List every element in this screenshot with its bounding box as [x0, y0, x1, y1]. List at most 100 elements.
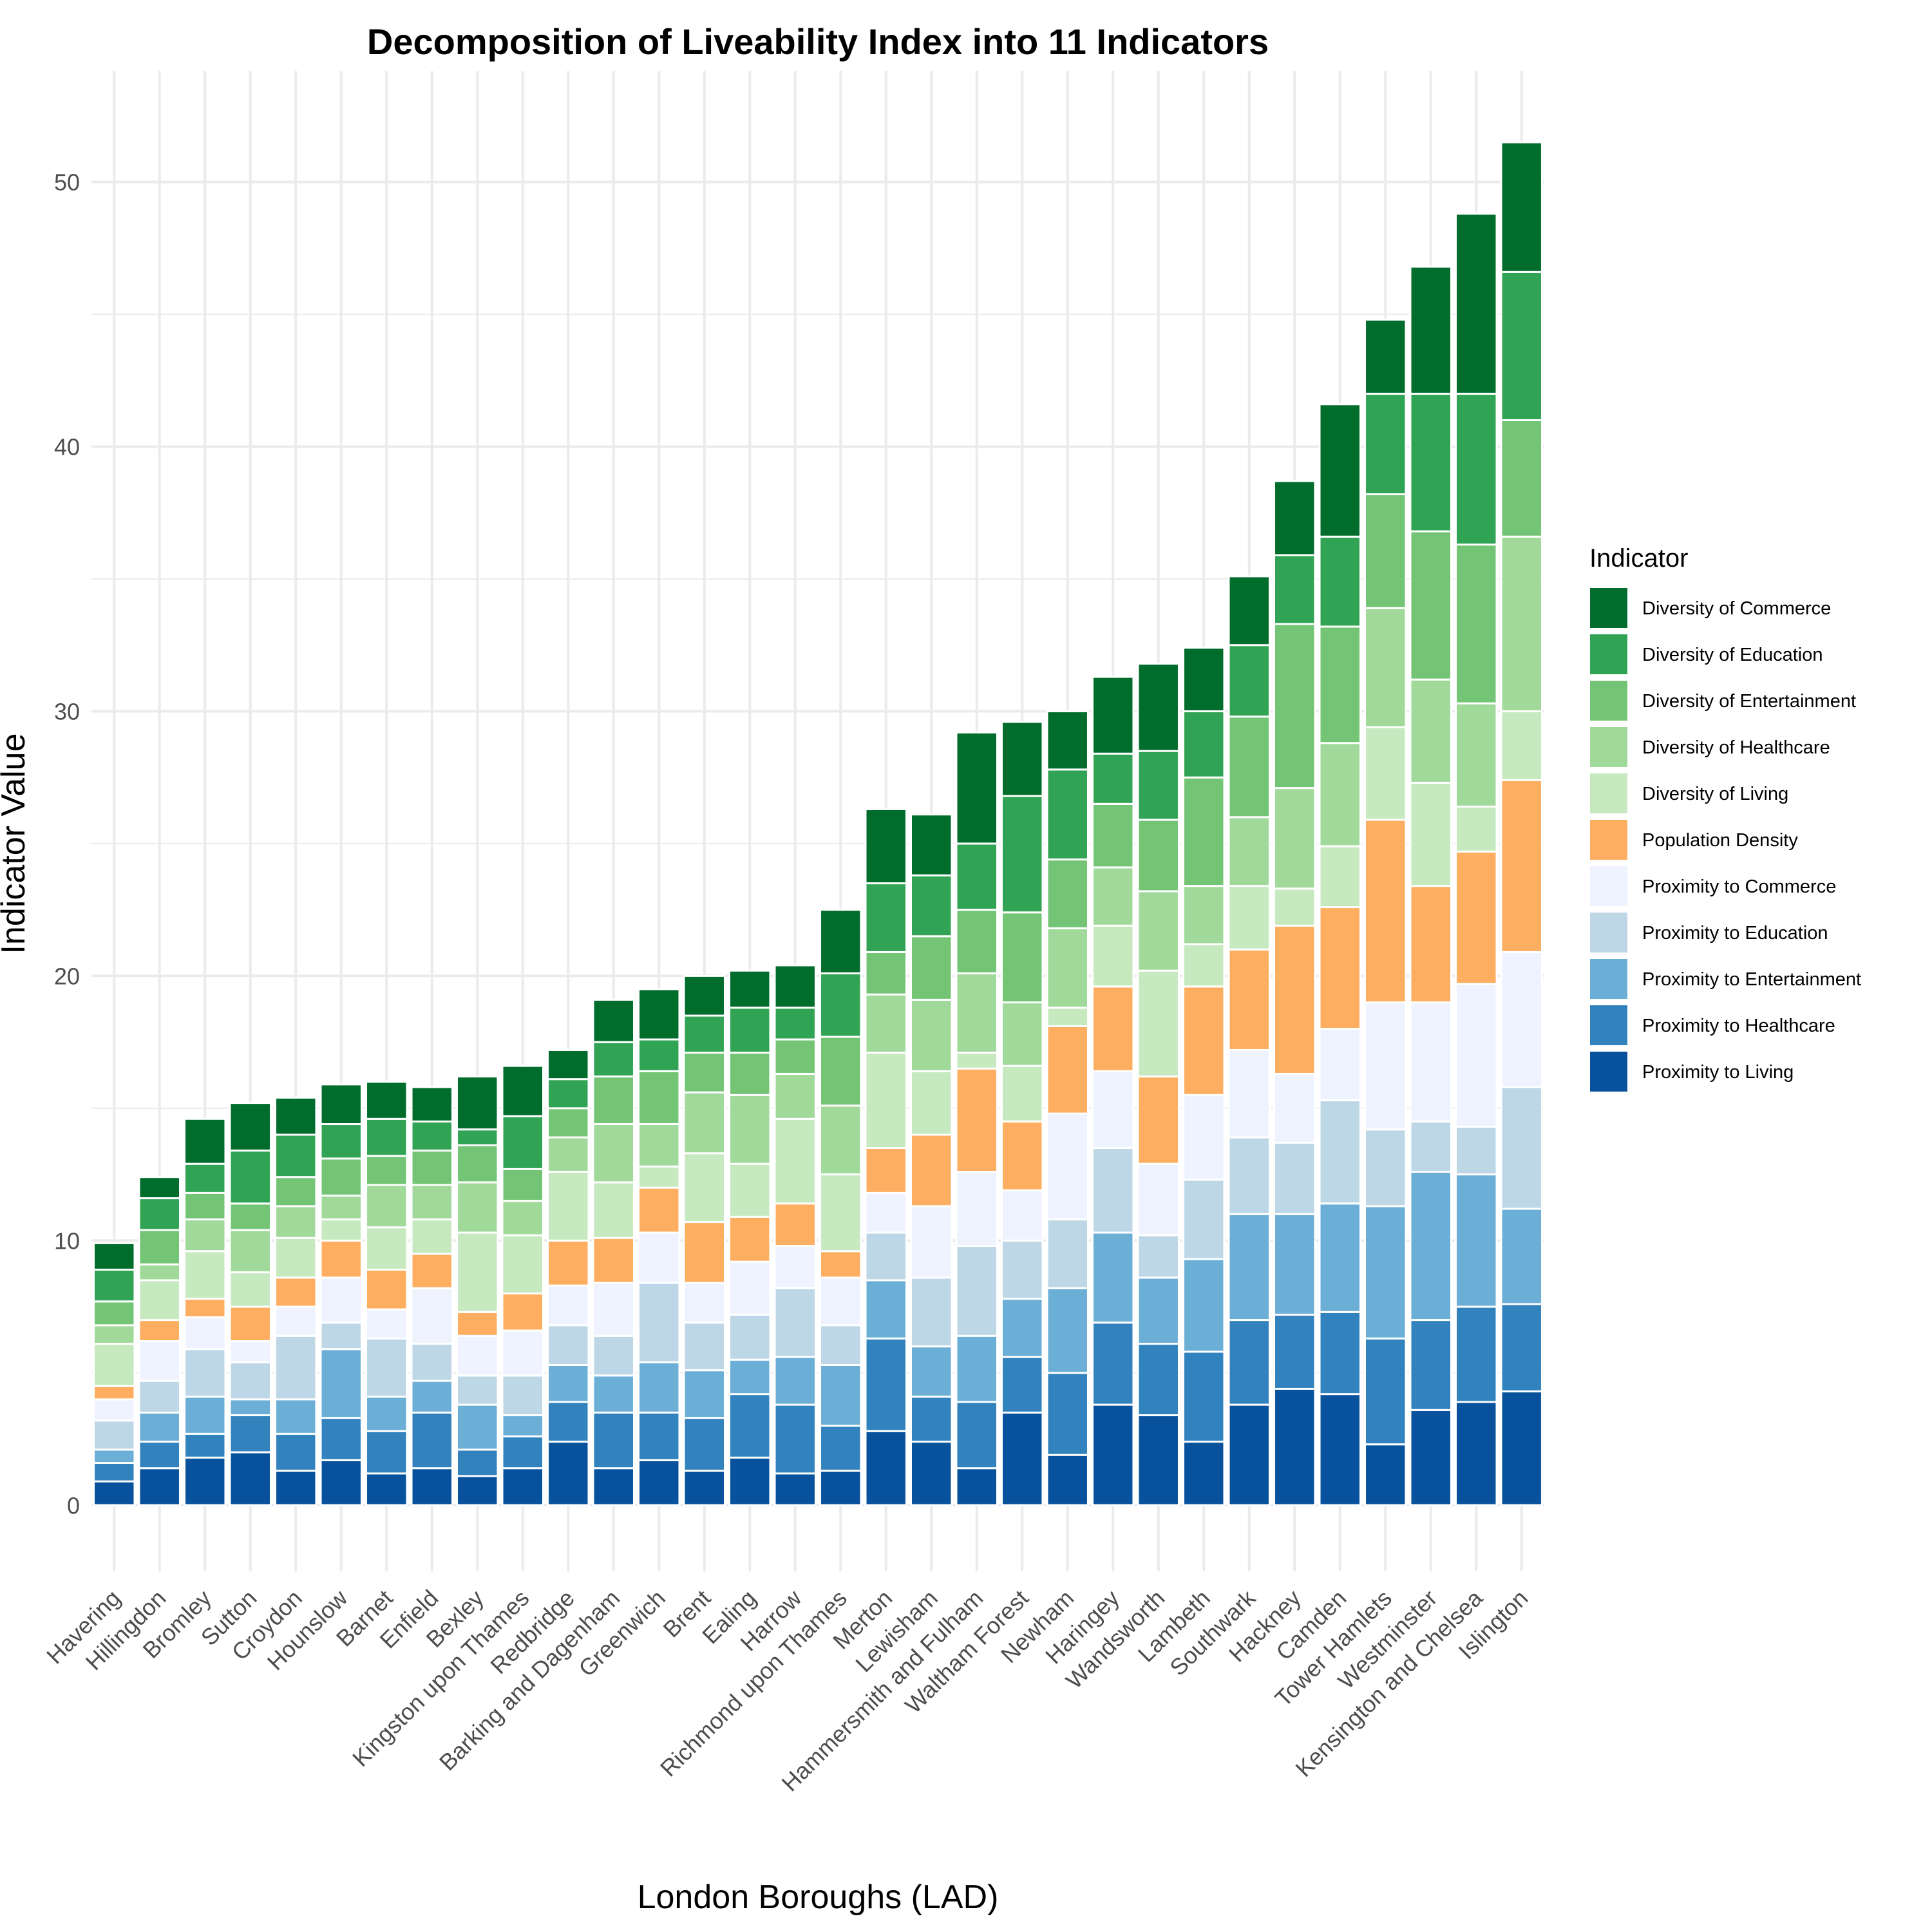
bar-segment-proximity-to-entertainment: [456, 1403, 499, 1451]
bar-segment-proximity-to-entertainment: [93, 1448, 136, 1464]
bar-segment-diversity-of-entertainment: [274, 1176, 317, 1208]
legend-title: Indicator: [1589, 544, 1688, 573]
legend-key: [1589, 726, 1629, 768]
bar-segment-diversity-of-entertainment: [456, 1144, 499, 1184]
bar-segment-proximity-to-education: [955, 1245, 998, 1337]
bar-stack-havering: [93, 1242, 136, 1506]
bar-stack-richmond-upon-thames: [819, 909, 862, 1506]
bar-segment-diversity-of-commerce: [910, 813, 953, 876]
bar-segment-diversity-of-commerce: [229, 1102, 272, 1152]
bar-segment-proximity-to-education: [365, 1337, 408, 1398]
bar-segment-diversity-of-living: [501, 1234, 544, 1295]
legend-item-diversity-of-education: Diversity of Education: [1589, 633, 1823, 676]
bar-segment-diversity-of-living: [1001, 1065, 1044, 1122]
bar-segment-proximity-to-entertainment: [1001, 1298, 1044, 1358]
bar-segment-diversity-of-entertainment: [138, 1229, 181, 1265]
legend-label: Proximity to Entertainment: [1642, 969, 1861, 990]
bar-segment-proximity-to-education: [1001, 1239, 1044, 1300]
bar-segment-proximity-to-education: [1227, 1136, 1271, 1215]
bar-segment-proximity-to-education: [501, 1374, 544, 1417]
bar-stack-bexley: [456, 1075, 499, 1506]
bar-stack-lewisham: [910, 813, 953, 1506]
bar-segment-proximity-to-healthcare: [638, 1411, 681, 1461]
bar-segment-diversity-of-living: [955, 1052, 998, 1070]
bar-segment-proximity-to-entertainment: [864, 1279, 907, 1340]
bar-segment-proximity-to-living: [864, 1430, 907, 1506]
bar-segment-diversity-of-commerce: [1318, 403, 1361, 538]
bar-segment-diversity-of-commerce: [547, 1048, 590, 1081]
bar-segment-proximity-to-education: [773, 1287, 817, 1358]
bar-stack-kingston-upon-thames: [501, 1065, 544, 1506]
bar-segment-diversity-of-commerce: [1455, 213, 1498, 395]
bar-segment-population-density: [184, 1298, 227, 1319]
bar-segment-proximity-to-entertainment: [1182, 1258, 1226, 1353]
bar-segment-proximity-to-healthcare: [683, 1417, 726, 1472]
bar-segment-proximity-to-healthcare: [592, 1411, 635, 1470]
bar-segment-diversity-of-commerce: [410, 1086, 453, 1122]
bar-segment-diversity-of-entertainment: [819, 1036, 862, 1107]
bar-segment-diversity-of-commerce: [864, 808, 907, 885]
bar-segment-diversity-of-entertainment: [1318, 625, 1361, 744]
bar-stack-redbridge: [547, 1048, 590, 1506]
legend-label: Diversity of Education: [1642, 645, 1823, 665]
legend-key: [1589, 679, 1629, 722]
bar-segment-diversity-of-education: [229, 1150, 272, 1205]
bar-segment-proximity-to-living: [274, 1470, 317, 1506]
bar-stack-camden: [1318, 403, 1361, 1506]
bar-segment-diversity-of-commerce: [456, 1075, 499, 1131]
bar-segment-proximity-to-commerce: [864, 1191, 907, 1234]
bar-segment-population-density: [638, 1186, 681, 1234]
bar-segment-diversity-of-living: [864, 1052, 907, 1150]
bar-segment-proximity-to-living: [1455, 1401, 1498, 1506]
bar-segment-proximity-to-commerce: [1318, 1028, 1361, 1102]
bar-segment-proximity-to-education: [93, 1419, 136, 1451]
bar-segment-proximity-to-entertainment: [1227, 1213, 1271, 1321]
x-axis-label: London Boroughs (LAD): [638, 1879, 999, 1916]
legend-items: Diversity of Commerce Diversity of Educat…: [1589, 587, 1861, 1093]
bar-stack-hackney: [1273, 480, 1316, 1506]
bar-segment-diversity-of-entertainment: [365, 1155, 408, 1186]
bar-segment-diversity-of-healthcare: [592, 1123, 635, 1184]
legend-key: [1589, 587, 1629, 629]
bar-segment-population-density: [1046, 1025, 1089, 1115]
legend-key: [1589, 958, 1629, 1000]
bar-segment-diversity-of-healthcare: [138, 1263, 181, 1282]
bar-stack-merton: [864, 808, 907, 1506]
bar-segment-diversity-of-education: [1227, 644, 1271, 718]
bar-segment-diversity-of-commerce: [683, 974, 726, 1017]
bar-segment-proximity-to-education: [1364, 1128, 1407, 1208]
bar-segment-proximity-to-living: [1364, 1443, 1407, 1506]
bar-segment-diversity-of-education: [864, 882, 907, 953]
y-axis-label: Indicator Value: [0, 733, 32, 954]
bar-stack-waltham-forest: [1001, 721, 1044, 1506]
bar-segment-proximity-to-entertainment: [501, 1414, 544, 1437]
bar-segment-proximity-to-living: [184, 1456, 227, 1506]
bar-segment-population-density: [1500, 779, 1543, 953]
legend-label: Diversity of Living: [1642, 784, 1788, 804]
bar-segment-proximity-to-entertainment: [410, 1379, 453, 1414]
bar-segment-proximity-to-commerce: [138, 1340, 181, 1382]
bar-segment-proximity-to-entertainment: [592, 1374, 635, 1414]
bar-segment-proximity-to-entertainment: [365, 1396, 408, 1432]
bar-segment-population-density: [456, 1311, 499, 1337]
bar-segment-proximity-to-entertainment: [819, 1363, 862, 1427]
bar-segment-proximity-to-living: [1227, 1403, 1271, 1506]
bar-segment-population-density: [728, 1215, 772, 1263]
bar-segment-diversity-of-education: [1092, 752, 1135, 805]
bar-segment-proximity-to-healthcare: [93, 1462, 136, 1482]
bar-segment-proximity-to-living: [683, 1470, 726, 1506]
bar-segment-population-density: [274, 1276, 317, 1308]
bar-segment-proximity-to-living: [1318, 1393, 1361, 1506]
legend: Indicator Diversity of CommerceDiversity…: [1589, 544, 1861, 1093]
bar-segment-diversity-of-education: [274, 1133, 317, 1179]
bar-segment-population-density: [1092, 985, 1135, 1072]
bar-segment-proximity-to-healthcare: [910, 1396, 953, 1443]
bar-segment-proximity-to-healthcare: [501, 1435, 544, 1470]
bar-segment-proximity-to-education: [1409, 1120, 1452, 1173]
bar-segment-diversity-of-living: [638, 1165, 681, 1189]
bar-segment-diversity-of-education: [955, 842, 998, 911]
bar-segment-proximity-to-healthcare: [1182, 1350, 1226, 1443]
bar-segment-diversity-of-education: [456, 1128, 499, 1146]
bar-segment-proximity-to-education: [547, 1324, 590, 1366]
bar-segment-diversity-of-commerce: [1500, 141, 1543, 273]
